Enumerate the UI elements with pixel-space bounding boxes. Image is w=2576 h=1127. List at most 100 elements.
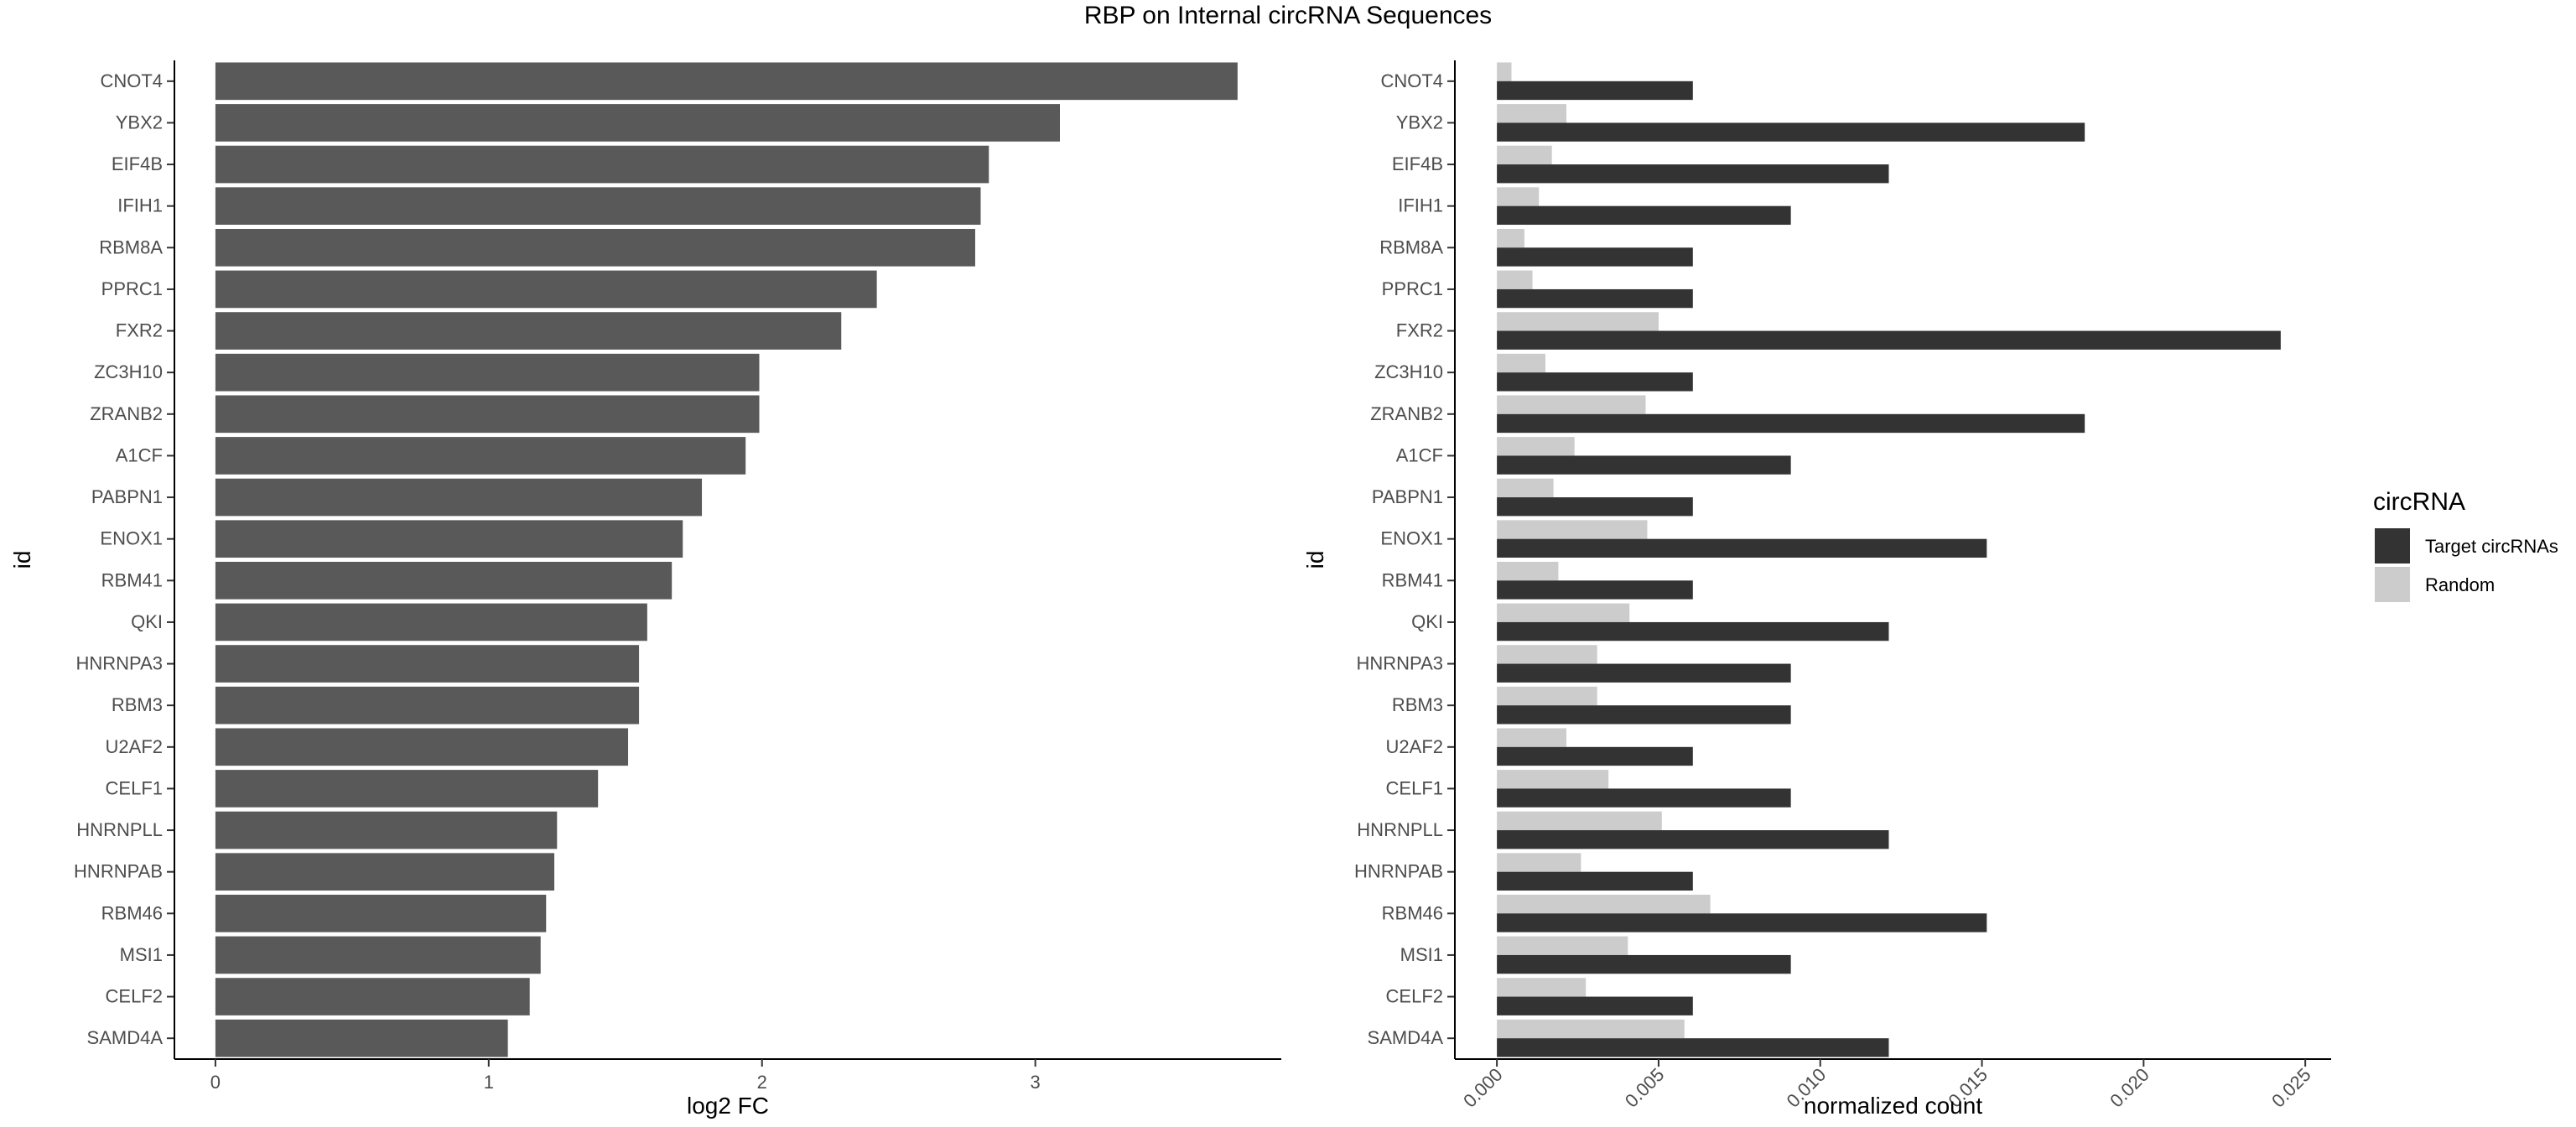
bar-random-eif4b	[1497, 145, 1552, 165]
bar-target-circrnas-rbm8a	[1497, 247, 1693, 267]
bar-celf2	[215, 978, 530, 1015]
bar-random-msi1	[1497, 936, 1628, 955]
y-tick-label-zranb2: ZRANB2	[90, 403, 163, 424]
bar-random-rbm8a	[1497, 228, 1524, 248]
y-tick-label-celf2: CELF2	[1386, 986, 1443, 1007]
bar-random-a1cf	[1497, 437, 1575, 456]
bar-zranb2	[215, 395, 760, 434]
x-tick-label: 0	[210, 1072, 221, 1093]
bar-zc3h10	[215, 353, 760, 392]
bar-hnrnpll	[215, 811, 558, 849]
y-tick-label-msi1: MSI1	[1400, 944, 1443, 965]
y-tick-label-fxr2: FXR2	[116, 320, 163, 341]
x-axis-title: log2 FC	[687, 1093, 769, 1119]
bar-cnot4	[215, 62, 1238, 101]
y-tick-label-hnrnpll: HNRNPLL	[76, 819, 163, 840]
y-tick-label-rbm46: RBM46	[101, 902, 163, 923]
bar-a1cf	[215, 437, 746, 475]
x-tick-label: 3	[1031, 1072, 1041, 1093]
y-tick-label-ybx2: YBX2	[116, 112, 163, 132]
bar-random-hnrnpab	[1497, 853, 1581, 872]
bar-target-circrnas-u2af2	[1497, 746, 1693, 766]
x-tick-label: 0.005	[1621, 1064, 1669, 1112]
right-panel-normalized-count: CNOT4 YBX2 EIF4B IFIH1 RBM8A PPRC1 FXR2 ZC3H10 Z…	[1302, 60, 2331, 1119]
x-tick-label: 0.025	[2267, 1064, 2315, 1112]
bar-hnrnpa3	[215, 645, 640, 683]
y-tick-label-msi1: MSI1	[120, 944, 163, 965]
y-tick-label-a1cf: A1CF	[1396, 444, 1443, 465]
bar-msi1	[215, 936, 541, 974]
y-tick-label-zranb2: ZRANB2	[1370, 403, 1443, 424]
bar-enox1	[215, 520, 683, 558]
bar-eif4b	[215, 145, 989, 184]
y-tick-label-samd4a: SAMD4A	[1368, 1027, 1444, 1048]
legend-key-target-circrnas	[2375, 528, 2410, 564]
y-tick-label-pprc1: PPRC1	[101, 278, 163, 299]
bar-target-circrnas-eif4b	[1497, 164, 1889, 184]
bar-target-circrnas-celf1	[1497, 788, 1791, 808]
bar-target-circrnas-hnrnpll	[1497, 830, 1889, 849]
bar-rbm46	[215, 894, 547, 932]
y-tick-label-ifih1: IFIH1	[117, 195, 163, 216]
bar-random-ybx2	[1497, 104, 1567, 123]
x-tick-label: 0.020	[2106, 1064, 2153, 1112]
bar-random-celf2	[1497, 978, 1587, 997]
y-axis-title: id	[9, 551, 35, 569]
bar-random-fxr2	[1497, 312, 1659, 331]
legend-title: circRNA	[2373, 488, 2465, 516]
y-tick-label-u2af2: U2AF2	[1386, 736, 1443, 757]
y-tick-label-hnrnpab: HNRNPAB	[74, 861, 163, 882]
y-tick-label-a1cf: A1CF	[116, 444, 163, 465]
y-tick-label-rbm41: RBM41	[1382, 569, 1443, 590]
y-tick-label-cnot4: CNOT4	[100, 70, 163, 91]
bar-target-circrnas-rbm41	[1497, 580, 1693, 600]
bar-target-circrnas-pprc1	[1497, 288, 1693, 309]
y-tick-label-ybx2: YBX2	[1396, 112, 1443, 132]
bar-target-circrnas-hnrnpab	[1497, 871, 1693, 891]
x-tick-label: 2	[757, 1072, 767, 1093]
bar-target-circrnas-zranb2	[1497, 413, 2085, 434]
y-tick-label-samd4a: SAMD4A	[87, 1027, 164, 1048]
bar-rbm8a	[215, 228, 975, 267]
bar-u2af2	[215, 728, 629, 766]
bar-random-u2af2	[1497, 728, 1567, 747]
bar-random-zc3h10	[1497, 353, 1545, 373]
bar-random-enox1	[1497, 520, 1648, 539]
legend-label-random: Random	[2425, 574, 2495, 595]
y-tick-label-rbm8a: RBM8A	[99, 236, 163, 257]
bar-target-circrnas-fxr2	[1497, 330, 2281, 350]
bar-target-circrnas-hnrnpa3	[1497, 663, 1791, 683]
y-tick-label-hnrnpa3: HNRNPA3	[75, 653, 163, 674]
y-tick-label-qki: QKI	[1411, 611, 1443, 632]
bar-target-circrnas-ybx2	[1497, 122, 2085, 142]
bar-random-hnrnpa3	[1497, 645, 1597, 664]
bar-target-circrnas-a1cf	[1497, 455, 1791, 475]
y-tick-label-hnrnpll: HNRNPLL	[1357, 819, 1443, 840]
bar-target-circrnas-zc3h10	[1497, 372, 1693, 392]
bar-pprc1	[215, 270, 877, 309]
y-tick-label-eif4b: EIF4B	[112, 153, 163, 174]
x-axis-title: normalized count	[1804, 1093, 1982, 1119]
y-axis-title: id	[1302, 551, 1328, 569]
y-tick-label-celf2: CELF2	[106, 986, 163, 1007]
bar-random-rbm46	[1497, 894, 1711, 914]
bar-random-zranb2	[1497, 395, 1646, 414]
y-tick-label-u2af2: U2AF2	[106, 736, 163, 757]
bar-samd4a	[215, 1019, 508, 1057]
bar-target-circrnas-rbm3	[1497, 705, 1791, 724]
left-panel-log2fc: CNOT4 YBX2 EIF4B IFIH1 RBM8A PPRC1 FXR2 ZC3H10 Z…	[9, 60, 1281, 1119]
bar-rbm3	[215, 686, 640, 724]
y-tick-label-fxr2: FXR2	[1396, 320, 1443, 341]
y-tick-label-rbm3: RBM3	[112, 694, 163, 715]
y-tick-label-enox1: ENOX1	[1380, 528, 1443, 549]
bar-target-circrnas-pabpn1	[1497, 497, 1693, 517]
bar-random-cnot4	[1497, 62, 1512, 81]
y-tick-label-hnrnpa3: HNRNPA3	[1356, 653, 1443, 674]
y-tick-label-enox1: ENOX1	[100, 528, 163, 549]
y-tick-label-zc3h10: ZC3H10	[94, 361, 163, 382]
bar-random-rbm3	[1497, 686, 1597, 706]
x-tick-label: 0.000	[1459, 1064, 1507, 1112]
y-tick-label-pabpn1: PABPN1	[1372, 486, 1443, 507]
bar-pabpn1	[215, 478, 703, 517]
